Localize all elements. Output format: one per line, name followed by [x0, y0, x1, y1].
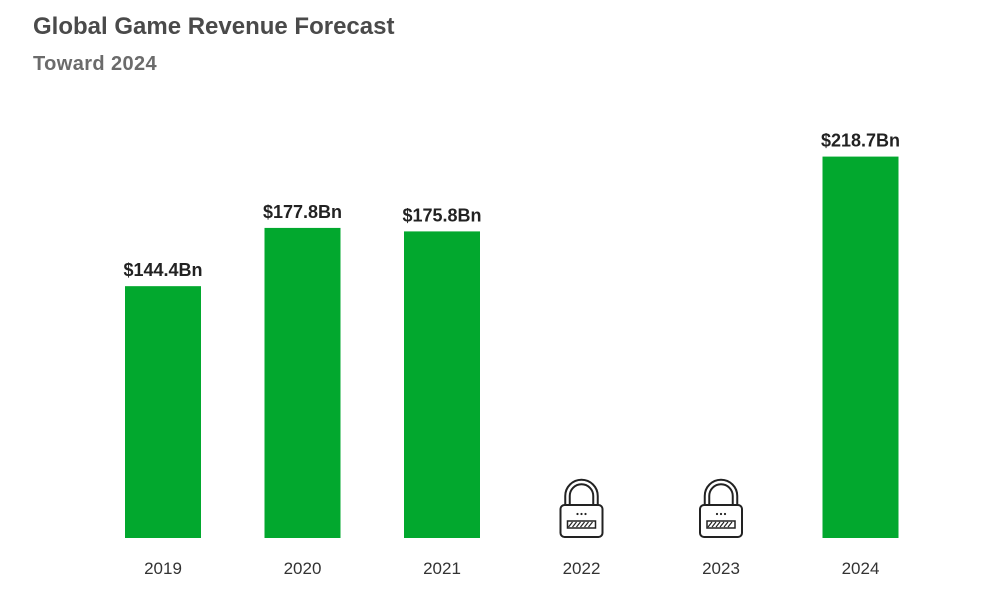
x-tick-label-2019: 2019	[144, 559, 182, 578]
lock-icon	[699, 478, 743, 538]
bar-2020	[264, 227, 341, 538]
bar-2021	[404, 231, 480, 539]
chart-subtitle: Toward 2024	[33, 53, 158, 75]
x-tick-label-2024: 2024	[842, 559, 880, 578]
data-label-2024: $218.7Bn	[821, 131, 900, 151]
x-tick-label-2020: 2020	[284, 559, 322, 578]
x-tick-label-2023: 2023	[702, 559, 740, 578]
bar-2019	[125, 286, 201, 538]
bar-2024	[822, 156, 899, 538]
lock-icon	[559, 478, 604, 538]
chart-title: Global Game Revenue Forecast	[33, 13, 395, 40]
x-tick-label-2022: 2022	[563, 559, 601, 578]
data-label-2019: $144.4Bn	[123, 260, 202, 280]
x-tick-label-2021: 2021	[423, 559, 461, 578]
data-label-2021: $175.8Bn	[402, 205, 481, 225]
data-label-2020: $177.8Bn	[263, 202, 342, 222]
